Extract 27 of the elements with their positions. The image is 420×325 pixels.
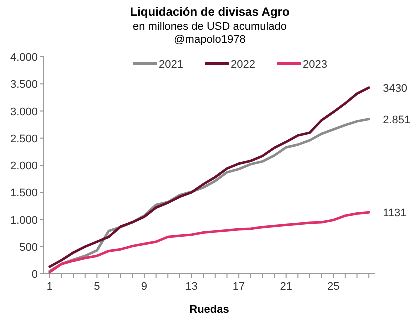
legend-label: 2021 [159,59,184,71]
y-tick-label: 2.000 [10,160,38,172]
x-tick-label: 25 [328,281,340,293]
y-tick-label: 500 [20,242,38,254]
y-tick-label: 3.000 [10,106,38,118]
chart-title: Liquidación de divisas Agro [130,5,290,19]
data-label: 2.851 [383,114,411,126]
y-tick-label: 3.500 [10,79,38,92]
line-series [48,86,370,268]
x-tick-label: 5 [94,281,100,293]
data-label: 3430 [383,82,408,95]
chart-subtitle: en millones de USD acumulado @mapolo1978 [132,21,288,46]
x-tick-label: 17 [232,281,246,293]
legend-label: 2023 [303,59,328,71]
data-label: 1131 [383,208,407,220]
x-tick-label: 9 [141,281,148,293]
y-tick-label: 1.500 [10,188,38,200]
y-tick-label: 2.500 [10,133,38,146]
x-axis-title: Ruedas [190,304,230,316]
y-tick-label: 1.000 [10,214,38,227]
x-tick-label: 1 [46,281,53,293]
y-tick-label: 0 [32,269,38,281]
line-series [48,211,370,274]
x-tick-label: 13 [186,281,198,293]
legend-label: 2022 [231,59,256,71]
y-tick-label: 4.000 [10,52,38,64]
x-tick-label: 21 [280,281,292,293]
